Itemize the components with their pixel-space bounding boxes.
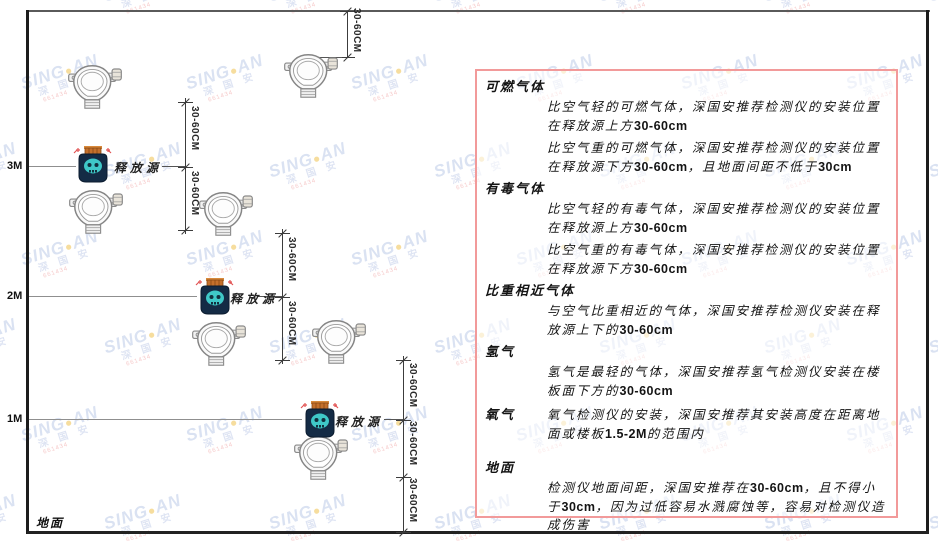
- height-line-3m: [29, 166, 76, 167]
- release-source-label: 释放源: [230, 292, 279, 306]
- gas-detector-icon: [311, 318, 367, 366]
- gas-detector-icon: [67, 63, 123, 111]
- installation-guide-panel: 可燃气体 比空气轻的可燃气体，深国安推荐检测仪的安装位置在释放源上方30-60c…: [475, 69, 898, 532]
- release-source-icon: [71, 145, 115, 185]
- guideline-paragraph: 氧气检测仪的安装，深国安推荐其安装高度在距离地面或楼板1.5-2M的范围内: [547, 408, 881, 441]
- release-source-label: 释放源: [114, 161, 163, 175]
- dimension-line-ceiling: [347, 11, 348, 57]
- ceiling-line: [27, 10, 930, 12]
- height-line-1m: [29, 419, 302, 420]
- right-wall-line: [926, 10, 929, 534]
- section-title-similar-density-gas: 比重相近气体: [485, 283, 576, 298]
- dimension-label: 30-60CM: [189, 171, 200, 216]
- floor-line: [27, 531, 929, 534]
- gas-detector-icon: [191, 320, 247, 368]
- dimension-label: 30-60CM: [407, 363, 418, 408]
- gas-detector-icon: [68, 188, 124, 236]
- release-source-icon: [298, 400, 342, 440]
- release-source-label: 释放源: [335, 415, 384, 429]
- gas-detector-icon: [198, 190, 254, 238]
- dimension-label: 30-60CM: [286, 237, 297, 282]
- guideline-paragraph: 比空气重的可燃气体，深国安推荐检测仪的安装位置在释放源下方30-60cm，且地面…: [547, 141, 881, 174]
- section-oxygen: 氧气 氧气检测仪的安装，深国安推荐其安装高度在距离地面或楼板1.5-2M的范围内: [485, 404, 886, 447]
- guideline-paragraph: 比空气重的有毒气体，深国安推荐检测仪的安装位置在释放源下方30-60cm: [547, 243, 881, 276]
- guideline-paragraph: 氢气是最轻的气体，深国安推荐氢气检测仪安装在楼板面下方的30-60cm: [547, 365, 881, 398]
- section-title-ground: 地面: [485, 460, 516, 475]
- dimension-label: 30-60CM: [189, 106, 200, 151]
- section-title-toxic-gas: 有毒气体: [485, 181, 546, 196]
- section-title-hydrogen: 氢气: [485, 344, 516, 359]
- height-label-2m: 2M: [7, 290, 23, 302]
- guideline-paragraph: 比空气轻的可燃气体，深国安推荐检测仪的安装位置在释放源上方30-60cm: [547, 100, 881, 133]
- ground-label: 地面: [36, 516, 65, 530]
- height-line-2m: [29, 296, 197, 297]
- guideline-paragraph: 与空气比重相近的气体，深国安推荐检测仪安装在释放源上下的30-60cm: [547, 304, 881, 337]
- release-source-icon: [193, 277, 237, 317]
- dimension-line-1m: [403, 356, 404, 533]
- height-label-1m: 1M: [7, 413, 23, 425]
- section-title-oxygen: 氧气: [485, 407, 516, 422]
- dimension-label: 30-60CM: [286, 301, 297, 346]
- guideline-paragraph: 比空气轻的有毒气体，深国安推荐检测仪的安装位置在释放源上方30-60cm: [547, 202, 881, 235]
- left-wall-line: [26, 10, 29, 534]
- guideline-paragraph: 检测仪地面间距，深国安推荐在30-60cm，且不得小于30cm，因为过低容易水溅…: [547, 481, 886, 532]
- dimension-label: 30-60CM: [351, 8, 362, 53]
- gas-detector-icon: [283, 52, 339, 100]
- dimension-label: 30-60CM: [407, 421, 418, 466]
- dimension-label: 30-60CM: [407, 478, 418, 523]
- height-label-3m: 3M: [7, 160, 23, 172]
- section-title-combustible-gas: 可燃气体: [485, 79, 546, 94]
- gas-detector-icon: [293, 434, 349, 482]
